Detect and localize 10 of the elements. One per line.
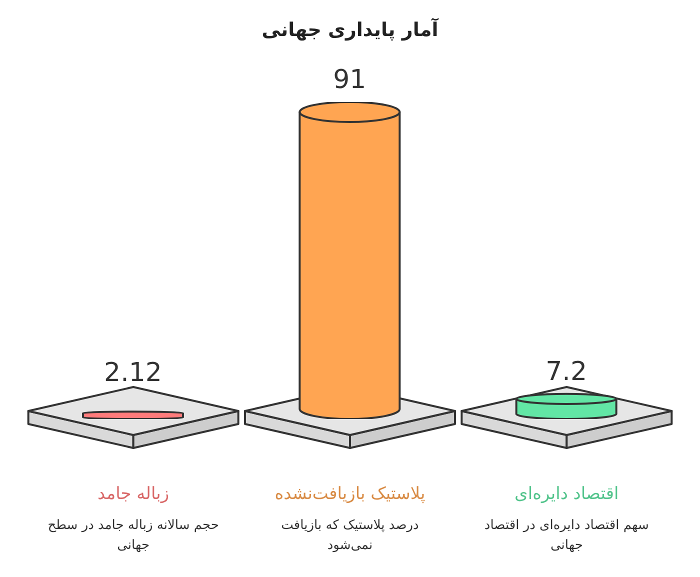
data-label: 91 (333, 65, 366, 95)
text: حجم سالانه زباله جامد در سطح جهانی (48, 518, 219, 553)
x-tick-label: زباله جامد (98, 484, 170, 504)
data-label: 7.2 (546, 356, 588, 387)
data-label: 2.12 (104, 358, 162, 388)
x-tick-label: اقتصاد دایره‌ای (514, 484, 619, 504)
text: سهم اقتصاد دایره‌ای در اقتصاد جهانی (484, 518, 649, 553)
chart-title: آمار پایداری جهانی (262, 19, 438, 41)
x-tick-label: پلاستیک بازیافت‌نشده (274, 484, 426, 504)
text: درصد پلاستیک که بازیافت نمی‌شود (281, 518, 420, 553)
